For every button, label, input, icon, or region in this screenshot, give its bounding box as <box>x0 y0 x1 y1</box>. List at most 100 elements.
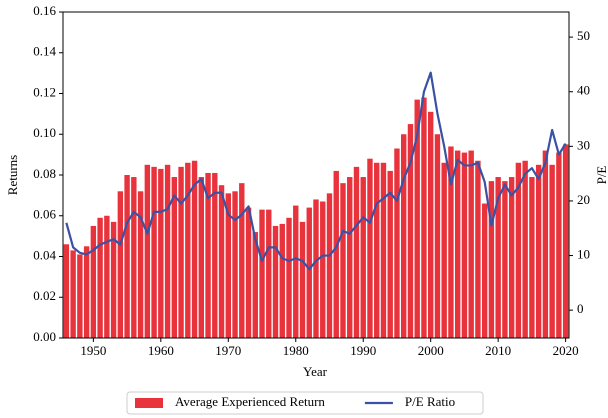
bar <box>218 185 225 338</box>
y-tick-label: 0.12 <box>33 84 56 99</box>
bar <box>515 162 522 338</box>
bar <box>468 150 474 338</box>
x-tick-label: 2010 <box>485 343 511 358</box>
x-tick-label: 1950 <box>80 343 106 358</box>
bar <box>441 162 447 338</box>
bar <box>475 160 481 338</box>
bar <box>313 199 319 338</box>
bar <box>259 209 265 338</box>
bar <box>232 191 238 338</box>
bar <box>320 201 326 338</box>
y2-tick-label: 30 <box>577 137 590 152</box>
x-tick-label: 1960 <box>148 343 174 358</box>
y-tick-label: 0.06 <box>33 207 56 222</box>
line <box>65 71 567 271</box>
bar <box>205 172 211 338</box>
bar <box>454 150 461 338</box>
bar <box>178 166 184 338</box>
bar <box>481 203 488 338</box>
bar <box>70 250 76 338</box>
bar <box>124 175 130 338</box>
bar <box>279 223 285 338</box>
bar <box>90 225 97 338</box>
bar <box>164 164 171 338</box>
legend-label: P/E Ratio <box>405 394 455 409</box>
bar <box>529 177 535 338</box>
bar <box>252 232 258 338</box>
bar <box>508 177 515 338</box>
y-tick-label: 0.14 <box>33 44 56 59</box>
x-tick-label: 1980 <box>283 343 309 358</box>
bar <box>333 170 339 338</box>
bar <box>549 164 555 338</box>
x-tick-label: 1970 <box>215 343 241 358</box>
bar <box>421 97 427 338</box>
bar <box>212 172 218 338</box>
bar <box>185 162 191 338</box>
bar <box>117 191 124 338</box>
y2-tick-label: 0 <box>577 301 584 316</box>
bar <box>522 160 528 338</box>
y2-tick-label: 40 <box>577 83 590 98</box>
bar <box>340 183 346 338</box>
bar <box>151 166 157 338</box>
bar <box>360 177 366 338</box>
bar <box>110 221 117 338</box>
y2-tick-label: 20 <box>577 192 590 207</box>
y2-tick-label: 10 <box>577 247 590 262</box>
bar <box>299 221 306 338</box>
legend-box <box>126 391 484 415</box>
bar <box>394 148 400 338</box>
bar <box>137 191 144 338</box>
bar <box>542 150 549 338</box>
y-tick-label: 0.00 <box>33 329 56 344</box>
bar <box>191 160 198 338</box>
legend-label: Average Experienced Return <box>175 394 325 409</box>
y2-tick-label: 50 <box>577 28 590 43</box>
bar <box>131 177 137 338</box>
bar <box>347 177 353 338</box>
bar <box>97 217 103 338</box>
bar <box>495 177 501 338</box>
bar <box>198 177 205 338</box>
bar <box>401 134 407 338</box>
bar <box>387 170 393 338</box>
bar <box>374 162 380 338</box>
y-tick-label: 0.04 <box>33 247 56 262</box>
bar <box>306 207 312 338</box>
bar <box>535 164 542 338</box>
y2-axis-label: P/E <box>594 166 608 185</box>
bar <box>225 193 231 338</box>
bar <box>63 244 70 338</box>
bar <box>104 215 110 338</box>
bar <box>556 152 562 338</box>
bar <box>461 152 468 338</box>
x-tick-label: 2000 <box>418 343 444 358</box>
bar <box>83 246 90 338</box>
bar <box>239 183 245 338</box>
bar <box>353 166 360 338</box>
bar <box>326 193 333 338</box>
bar <box>171 177 178 338</box>
y-tick-label: 0.10 <box>33 125 56 140</box>
bar <box>286 217 292 338</box>
y-tick-label: 0.16 <box>33 3 56 18</box>
bar <box>502 181 508 338</box>
bar <box>158 168 164 338</box>
bar <box>488 181 495 338</box>
legend-swatch <box>135 398 163 408</box>
bar <box>414 99 420 338</box>
bar <box>144 164 151 338</box>
x-tick-label: 1990 <box>350 343 376 358</box>
bar <box>380 162 387 338</box>
x-tick-label: 2020 <box>553 343 579 358</box>
bar <box>293 205 299 338</box>
bar <box>427 111 434 339</box>
y-tick-label: 0.02 <box>33 288 56 303</box>
bar <box>266 209 272 338</box>
bar <box>407 124 414 338</box>
bar <box>77 254 83 338</box>
bar <box>448 146 454 338</box>
bar <box>245 207 252 338</box>
